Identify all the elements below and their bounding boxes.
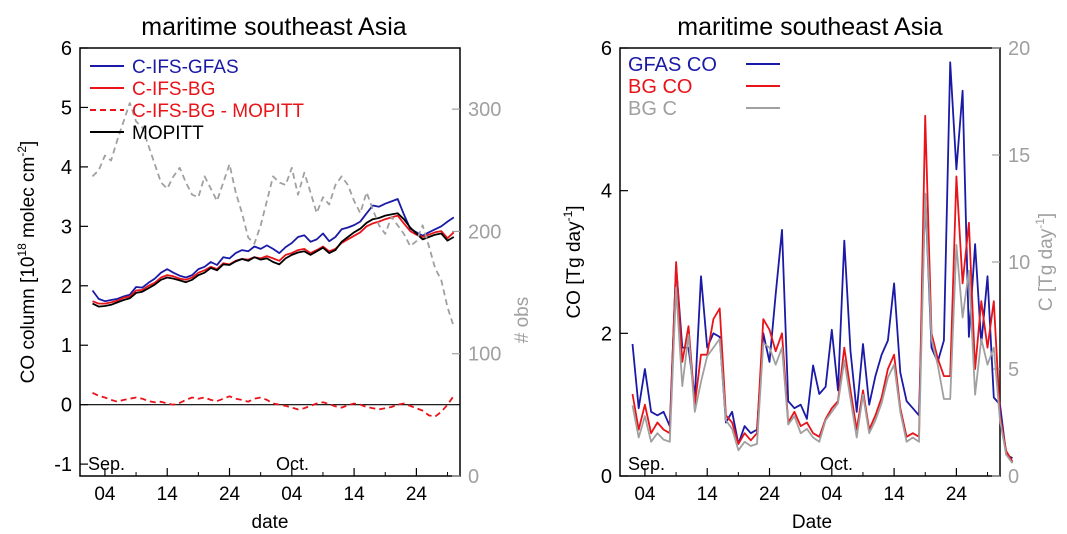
right-y-ticks: 0 2 4 6 xyxy=(601,38,628,488)
left-y2-label: # obs xyxy=(512,297,533,343)
l-y2tick-label: 200 xyxy=(468,221,501,243)
r-y2tick-label: 5 xyxy=(1008,359,1019,381)
r-legend-label: GFAS CO xyxy=(628,54,717,76)
l-xtick-label: 04 xyxy=(281,484,303,505)
l-ytick-label: 5 xyxy=(61,97,72,119)
r-xtick-label: 04 xyxy=(821,484,843,505)
r-ytick-label: 2 xyxy=(601,323,612,345)
r-xtick-label: 14 xyxy=(697,484,719,505)
r-series-line-1 xyxy=(631,114,1014,463)
right-title: maritime southeast Asia xyxy=(677,13,942,41)
r-ytick-label: 0 xyxy=(601,466,612,488)
l-ytick-label: 2 xyxy=(61,276,72,298)
l-legend-label: C-IFS-BG xyxy=(132,79,215,100)
r-xtick-label: 24 xyxy=(759,484,781,505)
r-legend-label: BG C xyxy=(628,98,677,120)
right-y-label: CO [Tg day-1] xyxy=(561,205,585,318)
l-series-line-2 xyxy=(92,391,455,418)
left-plot-frame xyxy=(79,47,461,477)
l-legend-label: MOPITT xyxy=(132,123,204,144)
l-ytick-label: 1 xyxy=(61,335,72,357)
l-legend-label: C-IFS-GFAS xyxy=(132,57,239,78)
right-y2-ticks: 0 5 10 15 20 xyxy=(992,38,1030,488)
l-xtick-label: 24 xyxy=(219,484,241,505)
l-series-line-1 xyxy=(92,214,455,305)
l-y2tick-label: 300 xyxy=(468,99,501,121)
l-xtick-label: 14 xyxy=(157,484,179,505)
left-x-label: date xyxy=(252,512,289,533)
r-ytick-label: 4 xyxy=(601,181,612,203)
left-y-label: CO column [1018 molec cm-2] xyxy=(15,141,39,384)
r-xtick-label: 04 xyxy=(634,484,656,505)
left-series xyxy=(91,102,455,418)
r-y2tick-label: 20 xyxy=(1008,38,1030,60)
r-series-line-0 xyxy=(631,61,1013,459)
r-y2tick-label: 10 xyxy=(1008,252,1030,274)
l-series-line-4 xyxy=(91,102,455,328)
right-month-oct: Oct. xyxy=(820,454,853,474)
r-ytick-label: 6 xyxy=(601,38,612,60)
r-legend-label: BG CO xyxy=(628,76,692,98)
l-y2tick-label: 100 xyxy=(468,344,501,366)
right-y2-label: C [Tg day-1] xyxy=(1033,213,1057,311)
r-xtick-label: 24 xyxy=(946,484,968,505)
r-y2tick-label: 15 xyxy=(1008,145,1030,167)
l-ytick-label: 3 xyxy=(61,216,72,238)
l-xtick-label: 04 xyxy=(94,484,116,505)
l-ytick-label: 4 xyxy=(61,157,72,179)
left-y-ticks: -1 0 1 2 3 4 5 6 xyxy=(54,38,88,476)
l-ytick-label: -1 xyxy=(54,454,72,476)
l-series-line-3 xyxy=(92,212,455,308)
r-xtick-label: 14 xyxy=(884,484,906,505)
left-title: maritime southeast Asia xyxy=(141,13,406,41)
left-x-ticks: 04 14 24 04 14 24 xyxy=(94,468,449,505)
l-y2tick-label: 0 xyxy=(468,466,479,488)
l-xtick-label: 14 xyxy=(344,484,366,505)
left-panel: maritime southeast Asia -1 0 1 2 3 4 5 6 0 100 20… xyxy=(15,13,533,533)
right-series xyxy=(631,61,1014,464)
l-ytick-label: 0 xyxy=(61,395,72,417)
right-x-ticks: 04 14 24 04 14 24 xyxy=(634,468,989,505)
r-series-line-2 xyxy=(631,192,1014,464)
l-xtick-label: 24 xyxy=(406,484,428,505)
l-series-line-0 xyxy=(91,198,455,303)
r-y2tick-label: 0 xyxy=(1008,466,1019,488)
left-month-oct: Oct. xyxy=(276,454,309,474)
left-y2-ticks: 0 100 200 300 xyxy=(452,99,501,488)
l-ytick-label: 6 xyxy=(61,38,72,60)
l-legend-label: C-IFS-BG - MOPITT xyxy=(132,101,304,122)
right-month-sep: Sep. xyxy=(628,454,665,474)
right-x-label: Date xyxy=(792,512,832,533)
left-month-sep: Sep. xyxy=(88,454,125,474)
